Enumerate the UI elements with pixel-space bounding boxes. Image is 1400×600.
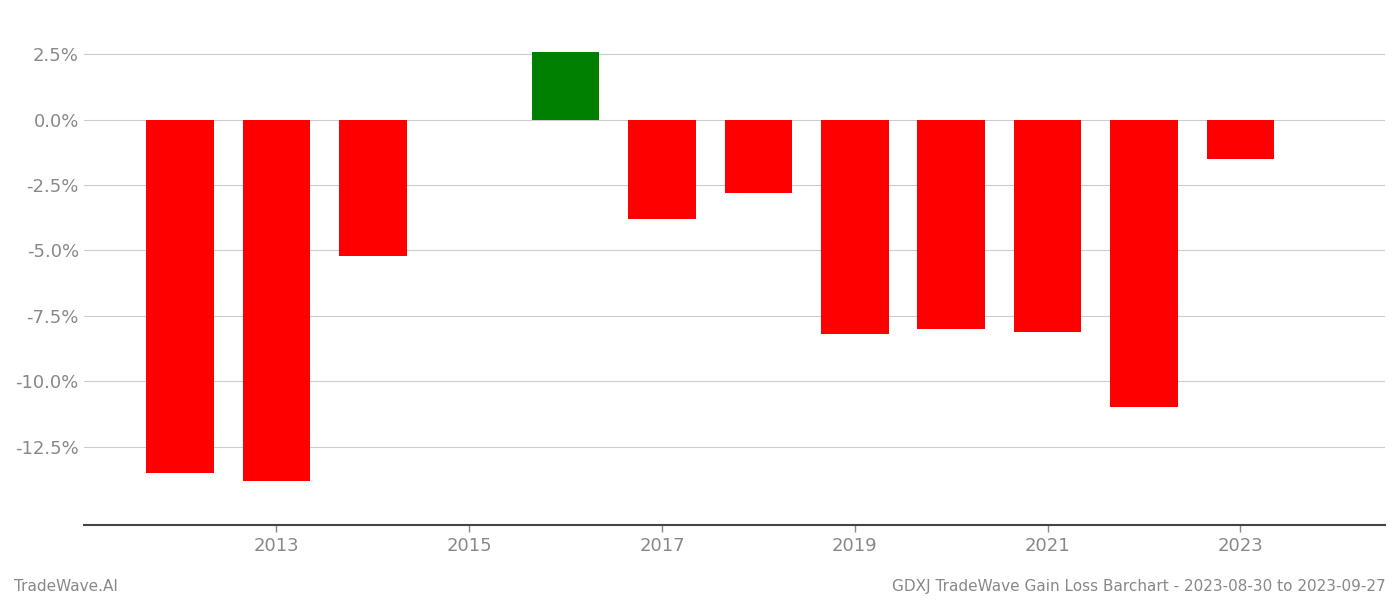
Bar	[1014, 119, 1081, 332]
Bar	[532, 52, 599, 119]
Bar	[146, 119, 214, 473]
Bar	[1207, 119, 1274, 159]
Bar	[1110, 119, 1177, 407]
Bar	[725, 119, 792, 193]
Bar	[339, 119, 406, 256]
Text: GDXJ TradeWave Gain Loss Barchart - 2023-08-30 to 2023-09-27: GDXJ TradeWave Gain Loss Barchart - 2023…	[892, 579, 1386, 594]
Bar	[629, 119, 696, 219]
Text: TradeWave.AI: TradeWave.AI	[14, 579, 118, 594]
Bar	[242, 119, 311, 481]
Bar	[917, 119, 986, 329]
Bar	[820, 119, 889, 334]
